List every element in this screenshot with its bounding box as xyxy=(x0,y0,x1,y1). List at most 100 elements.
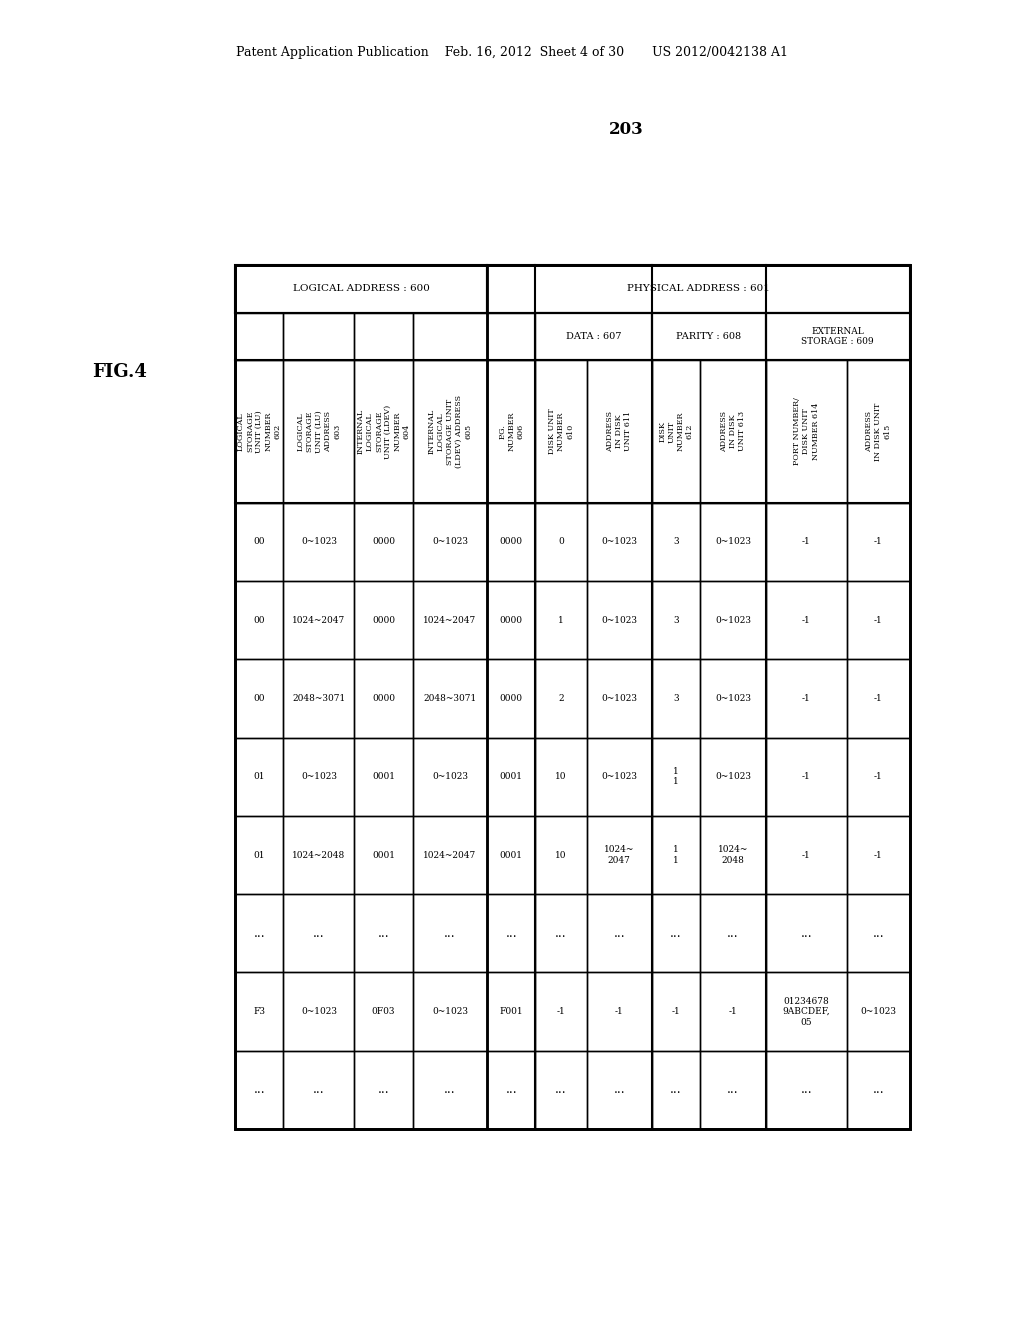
Text: ...: ... xyxy=(254,927,265,940)
Text: ...: ... xyxy=(727,1084,738,1097)
Text: ...: ... xyxy=(444,1084,456,1097)
Bar xyxy=(354,816,413,894)
Bar xyxy=(700,659,766,738)
Text: INTERNAL
LOGICAL
STORAGE UNIT
(LDEV) ADDRESS
605: INTERNAL LOGICAL STORAGE UNIT (LDEV) ADD… xyxy=(428,395,472,469)
Text: F3: F3 xyxy=(253,1007,265,1016)
Text: 3: 3 xyxy=(673,694,679,704)
Bar xyxy=(354,1051,413,1129)
Bar xyxy=(652,738,700,816)
Bar xyxy=(284,581,354,659)
Bar xyxy=(354,659,413,738)
Text: 203: 203 xyxy=(609,121,644,139)
Text: -1: -1 xyxy=(874,537,883,546)
Bar xyxy=(284,894,354,973)
Bar xyxy=(700,581,766,659)
Bar xyxy=(536,1051,587,1129)
Bar xyxy=(847,738,909,816)
Text: ...: ... xyxy=(801,927,812,940)
Text: 1024~2048: 1024~2048 xyxy=(292,850,345,859)
Bar xyxy=(284,503,354,581)
Text: ...: ... xyxy=(506,1084,517,1097)
Text: -1: -1 xyxy=(874,615,883,624)
Bar xyxy=(847,503,909,581)
Bar xyxy=(354,738,413,816)
Text: 1024~2047: 1024~2047 xyxy=(423,615,476,624)
Bar xyxy=(652,816,700,894)
Bar xyxy=(587,816,652,894)
Text: 3: 3 xyxy=(673,615,679,624)
Text: 1024~2047: 1024~2047 xyxy=(292,615,345,624)
Text: LOGICAL ADDRESS : 600: LOGICAL ADDRESS : 600 xyxy=(293,284,430,293)
Bar xyxy=(487,894,536,973)
Text: ...: ... xyxy=(727,927,738,940)
Text: 1
1: 1 1 xyxy=(673,767,679,787)
Text: 00: 00 xyxy=(254,694,265,704)
Text: 1024~
2048: 1024~ 2048 xyxy=(718,845,749,865)
Text: 1024~
2047: 1024~ 2047 xyxy=(604,845,635,865)
Text: ...: ... xyxy=(872,1084,885,1097)
Bar xyxy=(236,738,284,816)
Text: 01234678
9ABCDEF,
05: 01234678 9ABCDEF, 05 xyxy=(782,997,830,1027)
Text: -1: -1 xyxy=(874,694,883,704)
Text: 0~1023: 0~1023 xyxy=(860,1007,896,1016)
Bar xyxy=(587,659,652,738)
Text: ...: ... xyxy=(555,1084,567,1097)
Bar xyxy=(236,503,284,581)
Bar xyxy=(284,659,354,738)
Bar xyxy=(652,360,700,503)
Text: ...: ... xyxy=(254,1084,265,1097)
Text: P.G.
NUMBER
606: P.G. NUMBER 606 xyxy=(498,412,524,451)
Bar xyxy=(236,265,909,1129)
Text: ...: ... xyxy=(555,927,567,940)
Bar xyxy=(236,816,284,894)
Text: ...: ... xyxy=(671,927,682,940)
Bar xyxy=(236,265,909,1129)
Bar xyxy=(487,581,536,659)
Bar xyxy=(766,503,847,581)
Text: 0~1023: 0~1023 xyxy=(715,772,751,781)
Text: INTERNAL
LOGICAL
STORAGE
UNIT (LDEV)
NUMBER
604: INTERNAL LOGICAL STORAGE UNIT (LDEV) NUM… xyxy=(356,404,411,458)
Text: DISK UNIT
NUMBER
610: DISK UNIT NUMBER 610 xyxy=(548,409,574,454)
Text: 01: 01 xyxy=(254,772,265,781)
Text: ...: ... xyxy=(313,1084,325,1097)
Text: ...: ... xyxy=(506,927,517,940)
Text: PORT NUMBER/
DISK UNIT
NUMBER 614: PORT NUMBER/ DISK UNIT NUMBER 614 xyxy=(794,397,819,466)
Bar xyxy=(652,581,700,659)
Bar xyxy=(700,503,766,581)
Bar xyxy=(236,659,284,738)
Text: ...: ... xyxy=(613,1084,625,1097)
Bar xyxy=(487,973,536,1051)
Bar xyxy=(587,894,652,973)
Bar xyxy=(536,360,587,503)
Bar xyxy=(766,360,847,503)
Text: -1: -1 xyxy=(802,537,811,546)
Text: ...: ... xyxy=(872,927,885,940)
Text: F001: F001 xyxy=(500,1007,523,1016)
Bar xyxy=(536,816,587,894)
Text: 10: 10 xyxy=(555,772,567,781)
Text: ...: ... xyxy=(613,927,625,940)
Bar xyxy=(766,1051,847,1129)
Text: -1: -1 xyxy=(874,850,883,859)
Text: 0~1023: 0~1023 xyxy=(715,615,751,624)
Bar xyxy=(847,1051,909,1129)
Bar xyxy=(766,894,847,973)
Bar xyxy=(587,973,652,1051)
Text: 1: 1 xyxy=(558,615,564,624)
Bar xyxy=(847,360,909,503)
Bar xyxy=(413,581,487,659)
Text: FIG.4: FIG.4 xyxy=(92,363,147,381)
Text: PHYSICAL ADDRESS : 601: PHYSICAL ADDRESS : 601 xyxy=(627,284,770,293)
Text: 0000: 0000 xyxy=(500,615,523,624)
Bar xyxy=(354,360,413,503)
Bar xyxy=(847,581,909,659)
Text: 00: 00 xyxy=(254,615,265,624)
Text: ...: ... xyxy=(378,927,389,940)
Bar xyxy=(413,313,487,360)
Bar xyxy=(284,1051,354,1129)
Bar xyxy=(766,816,847,894)
Bar xyxy=(487,1051,536,1129)
Bar xyxy=(236,894,284,973)
Bar xyxy=(536,503,587,581)
Bar xyxy=(700,894,766,973)
